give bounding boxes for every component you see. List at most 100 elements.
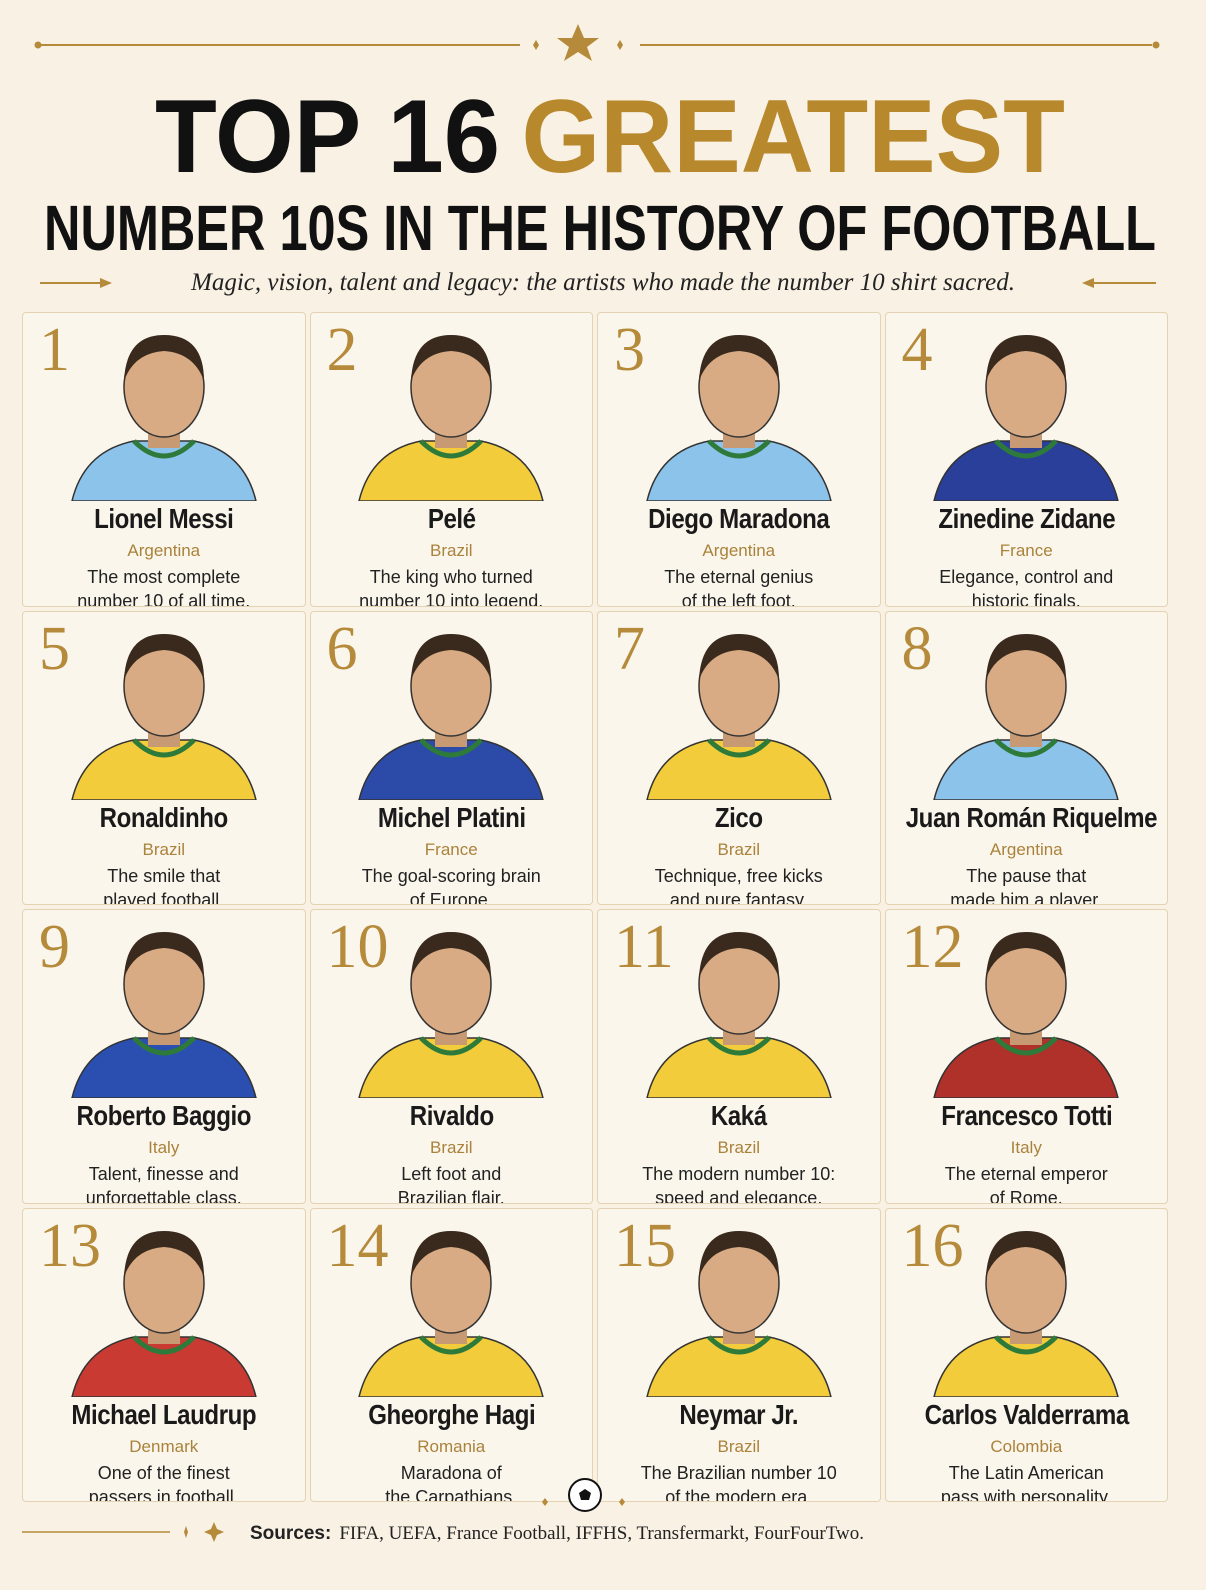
- player-card: 5 Ronaldinho Brazil The smile that played fo…: [22, 610, 306, 905]
- sources-text: FIFA, UEFA, France Football, IFFHS, Tran…: [339, 1523, 864, 1544]
- description-line: the Carpathians.: [385, 1486, 518, 1502]
- description-line: The eternal emperor: [944, 1164, 1108, 1184]
- country: Argentina: [702, 541, 776, 560]
- shoulders: [70, 1037, 257, 1098]
- rank: 1: [39, 316, 70, 384]
- country: Brazil: [142, 839, 185, 859]
- description: Talent, finesse and unforgettable class.: [23, 1162, 305, 1204]
- description-line: played football.: [103, 889, 225, 905]
- player-card: 15 Neymar Jr. Brazil The Brazilian number 1…: [597, 1207, 881, 1502]
- portrait: [933, 633, 1120, 800]
- player-card: 9 Roberto Baggio Italy Talent, finesse and u…: [22, 909, 306, 1204]
- description: Technique, free kicks and pure fantasy.: [598, 864, 880, 905]
- country: Denmark: [129, 1436, 199, 1456]
- hair: [123, 1230, 204, 1277]
- portrait: [645, 1230, 832, 1397]
- description: The smile that played football.: [23, 864, 305, 905]
- rank: 9: [39, 913, 70, 981]
- player-card: 12 Francesco Totti Italy The eternal empero…: [884, 909, 1168, 1204]
- shoulders: [933, 1335, 1120, 1397]
- rank: 7: [614, 614, 645, 683]
- description-line: pass with personality.: [940, 1486, 1112, 1502]
- shoulders: [933, 440, 1120, 501]
- player-card: 13 Michael Laudrup Denmark One of the fines…: [22, 1207, 306, 1502]
- collar: [706, 1036, 771, 1056]
- hair: [123, 633, 204, 680]
- hair: [698, 335, 779, 381]
- description-line: The pause that: [966, 865, 1087, 886]
- rank: 16: [901, 1211, 964, 1280]
- country: Brazil: [717, 1138, 760, 1157]
- description-line: made him a player.: [950, 889, 1103, 905]
- diamond: [533, 40, 539, 50]
- arrow-head: [100, 278, 112, 288]
- collar: [131, 737, 196, 757]
- hair: [986, 633, 1067, 680]
- description-line: Brazilian flair.: [397, 1188, 505, 1204]
- description-line: passers in football.: [88, 1486, 239, 1502]
- player-name: Ronaldinho: [99, 801, 229, 833]
- player-card: 10 Rivaldo Brazil Left foot and Brazilian fl…: [309, 909, 593, 1204]
- country: Italy: [148, 1138, 180, 1157]
- shoulders: [645, 1335, 832, 1397]
- hair: [411, 633, 492, 680]
- dot: [1152, 41, 1160, 49]
- portrait: [70, 335, 257, 501]
- portrait: [358, 633, 545, 800]
- shoulders: [933, 1037, 1120, 1098]
- sparkle: [204, 1522, 224, 1542]
- hair: [986, 932, 1067, 978]
- description-line: speed and elegance.: [655, 1188, 823, 1204]
- collar: [994, 1334, 1059, 1354]
- description-line: The eternal genius: [664, 567, 814, 587]
- diamond: [542, 1498, 548, 1506]
- player-card: 11 Kaká Brazil The modern number 10: speed a…: [597, 909, 881, 1204]
- description-line: of the left foot.: [681, 591, 796, 607]
- player-name: Lionel Messi: [94, 503, 234, 534]
- player-card: 1 Lionel Messi Argentina The most complete n…: [22, 312, 306, 607]
- hair: [698, 1230, 779, 1277]
- description-line: The smile that: [107, 865, 221, 886]
- portrait: [933, 335, 1120, 501]
- hair: [123, 335, 204, 381]
- portrait: [358, 335, 545, 501]
- description-line: of the modern era.: [665, 1486, 813, 1502]
- footer: Sources: FIFA, UEFA, France Football, IFF…: [22, 1478, 864, 1544]
- diamond: [184, 1526, 188, 1538]
- player-name: Rivaldo: [409, 1100, 494, 1131]
- description-line: Talent, finesse and: [88, 1164, 239, 1184]
- rank: 11: [614, 913, 674, 981]
- player-card: 4 Zinedine Zidane France Elegance, control …: [884, 312, 1168, 607]
- collar: [131, 439, 196, 459]
- title-line2: NUMBER 10S IN THE HISTORY OF FOOTBALL: [44, 192, 1156, 264]
- title-gold: GREATEST: [521, 79, 1065, 195]
- player-name: Michael Laudrup: [71, 1398, 257, 1430]
- rank: 3: [614, 316, 645, 384]
- description: The king who turned number 10 into legend…: [311, 565, 593, 606]
- description-line: unforgettable class.: [85, 1188, 242, 1204]
- description-line: Maradona of: [400, 1462, 502, 1483]
- country: Italy: [1010, 1138, 1042, 1157]
- description-line: One of the finest: [97, 1462, 230, 1483]
- rank: 2: [326, 316, 358, 384]
- rank: 5: [39, 614, 70, 683]
- player-card: 2 Pelé Brazil The king who turned number 10 …: [309, 312, 593, 607]
- country: Brazil: [429, 541, 473, 560]
- shoulders: [70, 1335, 257, 1397]
- portrait: [70, 932, 257, 1098]
- description: Maradona of the Carpathians.: [311, 1461, 593, 1502]
- country: France: [999, 541, 1053, 560]
- player-name: Diego Maradona: [648, 503, 830, 534]
- shoulders: [645, 440, 832, 501]
- description: Left foot and Brazilian flair.: [311, 1162, 593, 1204]
- player-card: 8 Juan Román Riquelme Argentina The pause t…: [884, 610, 1168, 905]
- sources-label: Sources:: [250, 1523, 331, 1544]
- description-line: historic finals.: [971, 591, 1081, 607]
- country: Brazil: [717, 1436, 760, 1456]
- player-name: Kaká: [710, 1100, 767, 1131]
- description-line: The goal-scoring brain: [361, 865, 541, 886]
- shoulders: [70, 738, 257, 800]
- description-line: The king who turned: [369, 567, 533, 587]
- description: The most complete number 10 of all time.: [23, 565, 305, 606]
- portrait: [645, 335, 832, 501]
